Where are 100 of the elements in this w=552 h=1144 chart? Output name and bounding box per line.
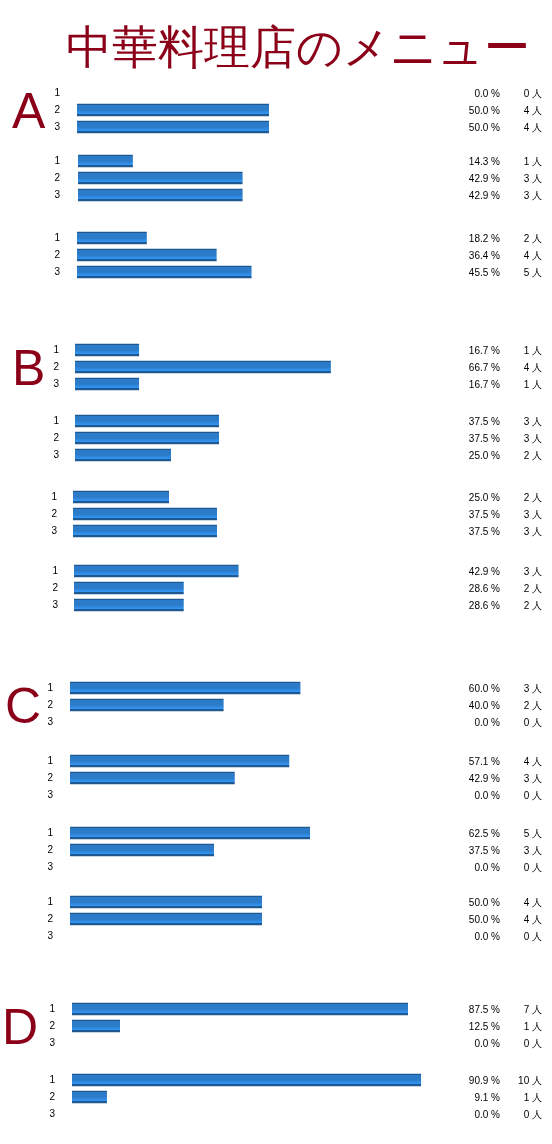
y-tick-label: 1 (54, 155, 61, 167)
text: 3 人 (523, 682, 542, 694)
y-tick-label: 2 (49, 1020, 56, 1032)
data-label: 18.2 % (468, 232, 501, 244)
data-label: 60.0 % (468, 682, 501, 694)
text: 0 人 (523, 716, 542, 728)
data-label: 0.0 % (474, 87, 501, 99)
y-axis-title: D (2, 999, 39, 1055)
text: 2 人 (523, 449, 542, 461)
y-tick-label: 1 (51, 491, 58, 503)
text: 4 人 (523, 896, 542, 908)
data-label: 42.9 % (468, 565, 501, 577)
y-axis-title: C (5, 678, 42, 734)
data-label: 0.0 % (474, 861, 501, 873)
text: 0 人 (523, 87, 542, 99)
y-tick-label: 3 (47, 861, 54, 873)
data-label: 14.3 % (468, 155, 501, 167)
data-label: 37.5 % (468, 415, 501, 427)
y-tick-label: 3 (54, 189, 61, 201)
y-tick-label: 1 (53, 415, 60, 427)
text: 0 人 (523, 789, 542, 801)
text: 5 人 (523, 827, 542, 839)
data-label: 62.5 % (468, 827, 501, 839)
text: 2 人 (523, 582, 542, 594)
text: 3 人 (523, 525, 542, 537)
data-label: 57.1 % (468, 755, 501, 767)
data-label: 66.7 % (468, 361, 501, 373)
data-label: 50.0 % (468, 913, 501, 925)
text: 4 人 (523, 121, 542, 133)
y-tick-label: 3 (49, 1108, 56, 1120)
y-tick-label: 3 (52, 599, 59, 611)
data-label: 37.5 % (468, 525, 501, 537)
text: 1 人 (523, 344, 542, 356)
y-tick-label: 1 (47, 755, 54, 767)
data-label: 90.9 % (468, 1074, 501, 1086)
text: 3 人 (523, 508, 542, 520)
y-tick-label: 2 (54, 249, 61, 261)
text: 4 人 (523, 913, 542, 925)
data-label: 87.5 % (468, 1003, 501, 1015)
y-tick-label: 3 (53, 449, 60, 461)
text: 0 人 (523, 861, 542, 873)
text: 1 人 (523, 378, 542, 390)
data-label: 0.0 % (474, 1037, 501, 1049)
data-label: 25.0 % (468, 449, 501, 461)
text: 2 人 (523, 491, 542, 503)
data-label: 40.0 % (468, 699, 501, 711)
data-label: 50.0 % (468, 104, 501, 116)
y-axis-title: A (12, 83, 46, 139)
chart-title: 中華料理店のメニュー (66, 20, 530, 74)
y-axis-title: B (12, 340, 46, 396)
text: 3 人 (523, 565, 542, 577)
data-label: 37.5 % (468, 844, 501, 856)
y-tick-label: 3 (53, 378, 60, 390)
data-label: 36.4 % (468, 249, 501, 261)
data-label: 16.7 % (468, 344, 501, 356)
y-tick-label: 1 (54, 232, 61, 244)
text: 1 人 (523, 155, 542, 167)
y-tick-label: 2 (47, 844, 54, 856)
text: 4 人 (523, 249, 542, 261)
text: 3 人 (523, 844, 542, 856)
text: 0 人 (523, 1037, 542, 1049)
y-tick-label: 2 (53, 432, 60, 444)
text: 4 人 (523, 104, 542, 116)
y-tick-label: 2 (47, 772, 54, 784)
y-tick-label: 3 (47, 930, 54, 942)
y-tick-label: 2 (54, 172, 61, 184)
text: 4 人 (523, 361, 542, 373)
text: 10 人 (518, 1074, 542, 1086)
y-tick-label: 2 (54, 104, 61, 116)
data-label: 12.5 % (468, 1020, 501, 1032)
y-tick-label: 3 (54, 121, 61, 133)
data-label: 16.7 % (468, 378, 501, 390)
y-tick-label: 1 (47, 827, 54, 839)
y-tick-label: 1 (47, 896, 54, 908)
y-tick-label: 2 (52, 582, 59, 594)
text: 3 人 (523, 415, 542, 427)
text: 1 人 (523, 1091, 542, 1103)
data-label: 42.9 % (468, 172, 501, 184)
text: 3 人 (523, 172, 542, 184)
data-label: 0.0 % (474, 930, 501, 942)
text: 2 人 (523, 599, 542, 611)
data-label: 0.0 % (474, 789, 501, 801)
text: 1 人 (523, 1020, 542, 1032)
text: 7 人 (523, 1003, 542, 1015)
y-tick-label: 2 (49, 1091, 56, 1103)
text: 2 人 (523, 232, 542, 244)
data-label: 0.0 % (474, 1108, 501, 1120)
y-tick-label: 3 (51, 525, 58, 537)
y-tick-label: 3 (47, 789, 54, 801)
y-tick-label: 1 (54, 87, 61, 99)
data-label: 50.0 % (468, 896, 501, 908)
y-tick-label: 2 (47, 913, 54, 925)
data-label: 45.5 % (468, 266, 501, 278)
data-label: 9.1 % (474, 1091, 501, 1103)
y-tick-label: 2 (51, 508, 58, 520)
data-label: 37.5 % (468, 508, 501, 520)
text: 2 人 (523, 699, 542, 711)
data-label: 50.0 % (468, 121, 501, 133)
y-tick-label: 1 (49, 1003, 56, 1015)
data-label: 28.6 % (468, 582, 501, 594)
